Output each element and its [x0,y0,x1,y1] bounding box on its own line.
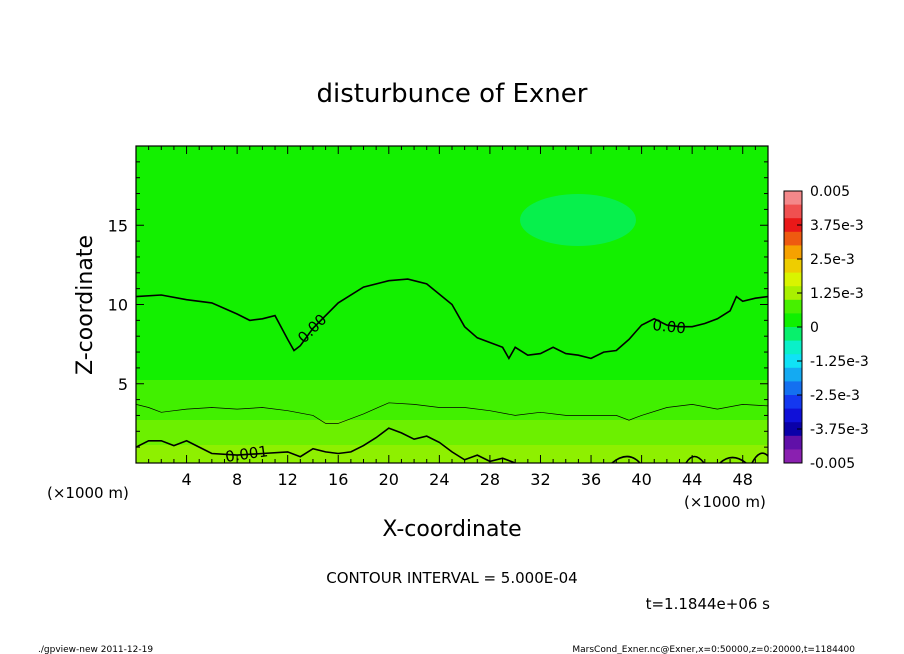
negative-patch [520,194,636,246]
colorbar-segment [784,327,802,342]
contour-label-low: 0.001 [224,442,269,466]
colorbar: 0.005 3.75e-3 2.5e-3 1.25e-3 0 -1.25e-3 -2.5e-… [783,184,869,472]
colorbar-segment [784,286,802,301]
time-stamp: t=1.1844e+06 s [646,595,771,613]
x-tick-label: 8 [232,470,242,489]
colorbar-segment [784,191,802,206]
colorbar-segment [784,354,802,369]
x-tick-label: 20 [379,470,399,489]
x-tick-label: 12 [278,470,298,489]
x-tick-label: 44 [682,470,702,489]
contour-thin-line [136,402,768,424]
program-info: ./gpview-new 2011-12-19 [38,645,153,654]
colorbar-segment [784,313,802,328]
x-axis-label: X-coordinate [382,517,521,542]
x-unit-right: (×1000 m) [684,493,766,511]
x-tick-label: 4 [181,470,191,489]
colorbar-label: 0 [810,320,819,336]
colorbar-label: 0.005 [810,184,850,200]
colorbar-segment [784,299,802,314]
y-tick-label: 15 [108,216,128,235]
contour-low-line-right [611,452,768,463]
colorbar-label: -2.5e-3 [810,388,860,404]
x-tick-label: 48 [733,470,753,489]
contour-zero-line [136,278,768,361]
x-tick-label: 28 [480,470,500,489]
plot-area [136,146,768,463]
colorbar-label: 2.5e-3 [810,252,855,268]
colorbar-segment [784,204,802,219]
colorbar-segment [784,422,802,437]
field-fill-base [136,445,768,463]
colorbar-segment [784,395,802,410]
x-tick-label: 32 [530,470,550,489]
x-tick-label: 36 [581,470,601,489]
colorbar-segment [784,381,802,396]
source-info: MarsCond_Exner.nc@Exner,x=0:50000,z=0:20… [572,645,855,654]
colorbar-segment [784,449,802,464]
y-tick-label: 10 [108,296,128,315]
x-tick-label: 40 [631,470,651,489]
x-tick-label: 16 [328,470,348,489]
colorbar-segment [784,408,802,423]
y-axis-label: Z-coordinate [73,235,98,375]
y-axis: 5 10 15 [108,145,768,448]
y-tick-label: 5 [118,375,128,394]
colorbar-segment [784,272,802,287]
colorbar-segment [784,218,802,233]
colorbar-segment [784,367,802,382]
colorbar-label: 3.75e-3 [810,218,864,234]
contour-low-line [136,427,516,463]
colorbar-segment [784,259,802,274]
x-tick-label: 24 [429,470,449,489]
x-axis: 4 8 12 16 20 24 28 32 36 40 44 48 [148,146,769,489]
colorbar-label: 1.25e-3 [810,286,864,302]
colorbar-label: -0.005 [810,456,855,472]
contour-label-zero-right: 0.00 [652,316,687,337]
colorbar-segment [784,340,802,355]
colorbar-segment [784,435,802,450]
chart-title: disturbunce of Exner [317,79,588,109]
colorbar-label: -3.75e-3 [810,422,869,438]
x-unit-left: (×1000 m) [47,484,129,502]
colorbar-segment [784,231,802,246]
colorbar-segment [784,245,802,260]
contour-interval: CONTOUR INTERVAL = 5.000E-04 [326,569,577,587]
colorbar-label: -1.25e-3 [810,354,869,370]
